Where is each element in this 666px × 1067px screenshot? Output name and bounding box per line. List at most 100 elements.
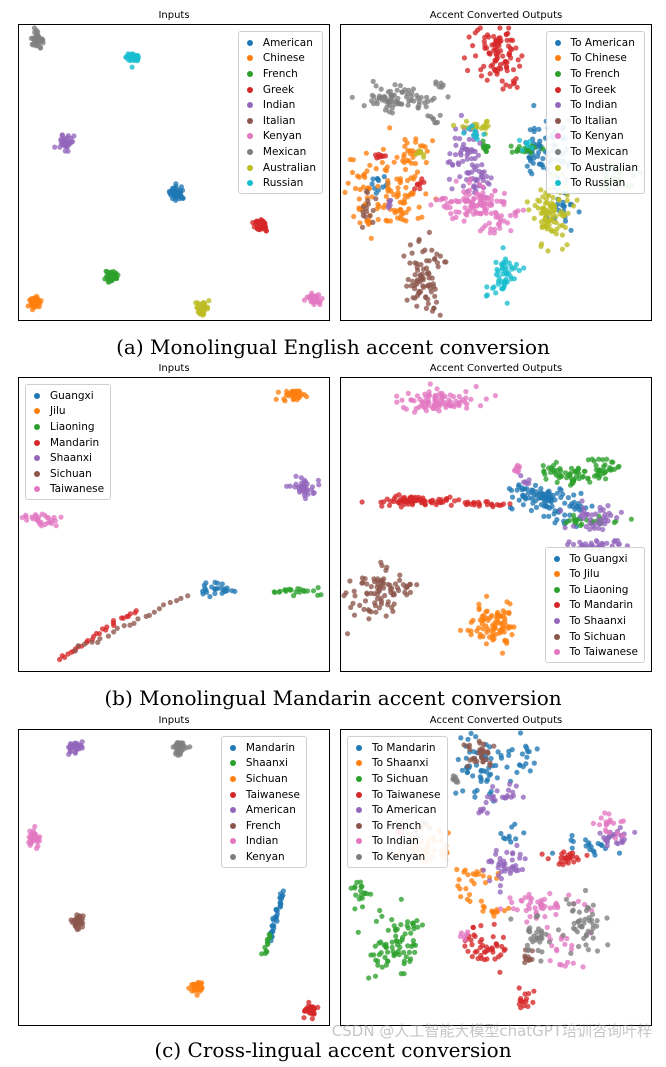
point-to-shaanxi [558,508,564,514]
point-kenyan [187,744,193,750]
point-to-chinese [385,181,391,187]
legend-marker [356,807,362,814]
point-to-kenyan [590,935,596,941]
point-to-sichuan [373,609,379,615]
point-to-guangxi [520,502,526,508]
point-to-russian [483,293,489,299]
point-to-indian [564,935,570,942]
point-french [74,912,80,918]
point-to-american [370,176,376,182]
point-to-sichuan [394,585,401,591]
point-to-shaanxi [587,516,593,523]
point-to-american [374,175,380,182]
point-to-chinese [375,216,381,223]
point-to-kenyan [466,180,472,186]
point-greek [257,220,263,226]
point-to-liaoning [567,470,573,477]
point-to-indian [453,142,459,148]
legend-marker [554,180,561,187]
legend-item-to-mandarin: To Mandarin [552,598,639,614]
point-to-italian [367,213,373,219]
point-to-kenyan [501,199,507,205]
point-to-mandarin [549,850,556,856]
watermark: CSDN @人工智能大模型chatGPT培训咨询叶梓 [331,1022,652,1040]
point-taiwanese [36,519,42,525]
point-to-indian [464,156,470,162]
point-to-russian [513,261,520,267]
point-to-shaanxi [506,905,512,911]
panel-title-a-inputs: Inputs [158,10,190,21]
point-to-taiwanese [522,991,528,997]
point-to-shaanxi [579,498,585,504]
legend-marker [246,133,253,140]
point-to-mandarin [455,756,461,763]
legend-marker [553,586,560,593]
legend-label: Mexican [262,145,307,158]
point-to-italian [363,205,369,211]
series-sichuan [72,593,191,654]
point-guangxi [221,586,227,592]
point-to-greek [465,67,471,74]
point-to-mandarin [501,835,507,841]
point-guangxi [212,590,218,597]
legend-marker [229,760,236,767]
point-to-sichuan [390,608,396,614]
point-to-russian [502,278,508,284]
point-to-russian [519,147,525,153]
point-to-indian [460,183,466,189]
legend-label: Greek [262,83,295,96]
point-to-kenyan [571,920,577,926]
point-to-mexican [422,100,428,106]
point-sichuan [146,612,152,618]
point-to-indian [518,897,524,903]
point-to-greek [506,25,512,31]
point-to-guangxi [574,504,580,510]
point-to-kenyan [590,902,596,908]
point-to-taiwanese [477,944,483,951]
point-to-australian [542,200,549,206]
legend-label: Jilu [50,405,66,418]
point-to-mandarin [458,735,464,741]
point-to-russian [500,245,506,251]
point-to-jilu [492,620,498,626]
legend-label: To Russian [570,177,626,190]
point-to-chinese [412,173,418,179]
legend-label: Liaoning [50,420,95,433]
point-to-greek [494,71,500,77]
point-to-sichuan [361,606,367,612]
point-to-kenyan [493,214,499,220]
point-to-australian [545,248,551,254]
point-to-italian [359,224,366,230]
point-to-indian [514,907,520,913]
point-to-russian [511,276,517,282]
series-guangxi [200,579,238,600]
point-to-indian [575,898,581,904]
point-to-indian [474,163,480,169]
point-to-guangxi [565,495,571,501]
series-american [166,181,186,203]
point-to-mandarin [512,821,518,827]
legend-marker [554,117,561,124]
series-greek [250,217,269,234]
legend-label: Russian [262,177,304,190]
point-to-mandarin [531,760,537,766]
point-to-australian [564,197,570,204]
point-to-mexican [394,87,400,93]
point-to-indian [522,894,528,901]
point-kenyan [316,297,322,303]
point-to-italian [442,259,448,265]
point-to-mandarin [489,501,495,507]
point-taiwanese [24,517,30,523]
point-to-italian [430,281,436,287]
point-to-mandarin [402,495,408,501]
point-indian [52,144,58,150]
point-guangxi [207,594,213,600]
point-mandarin [277,903,283,909]
point-to-kenyan [473,190,479,196]
point-to-italian [419,271,425,277]
point-to-indian [596,822,603,828]
legend-marker [229,853,236,860]
point-to-sichuan [364,591,370,597]
point-to-kenyan [538,928,545,934]
point-to-kenyan [467,187,473,193]
